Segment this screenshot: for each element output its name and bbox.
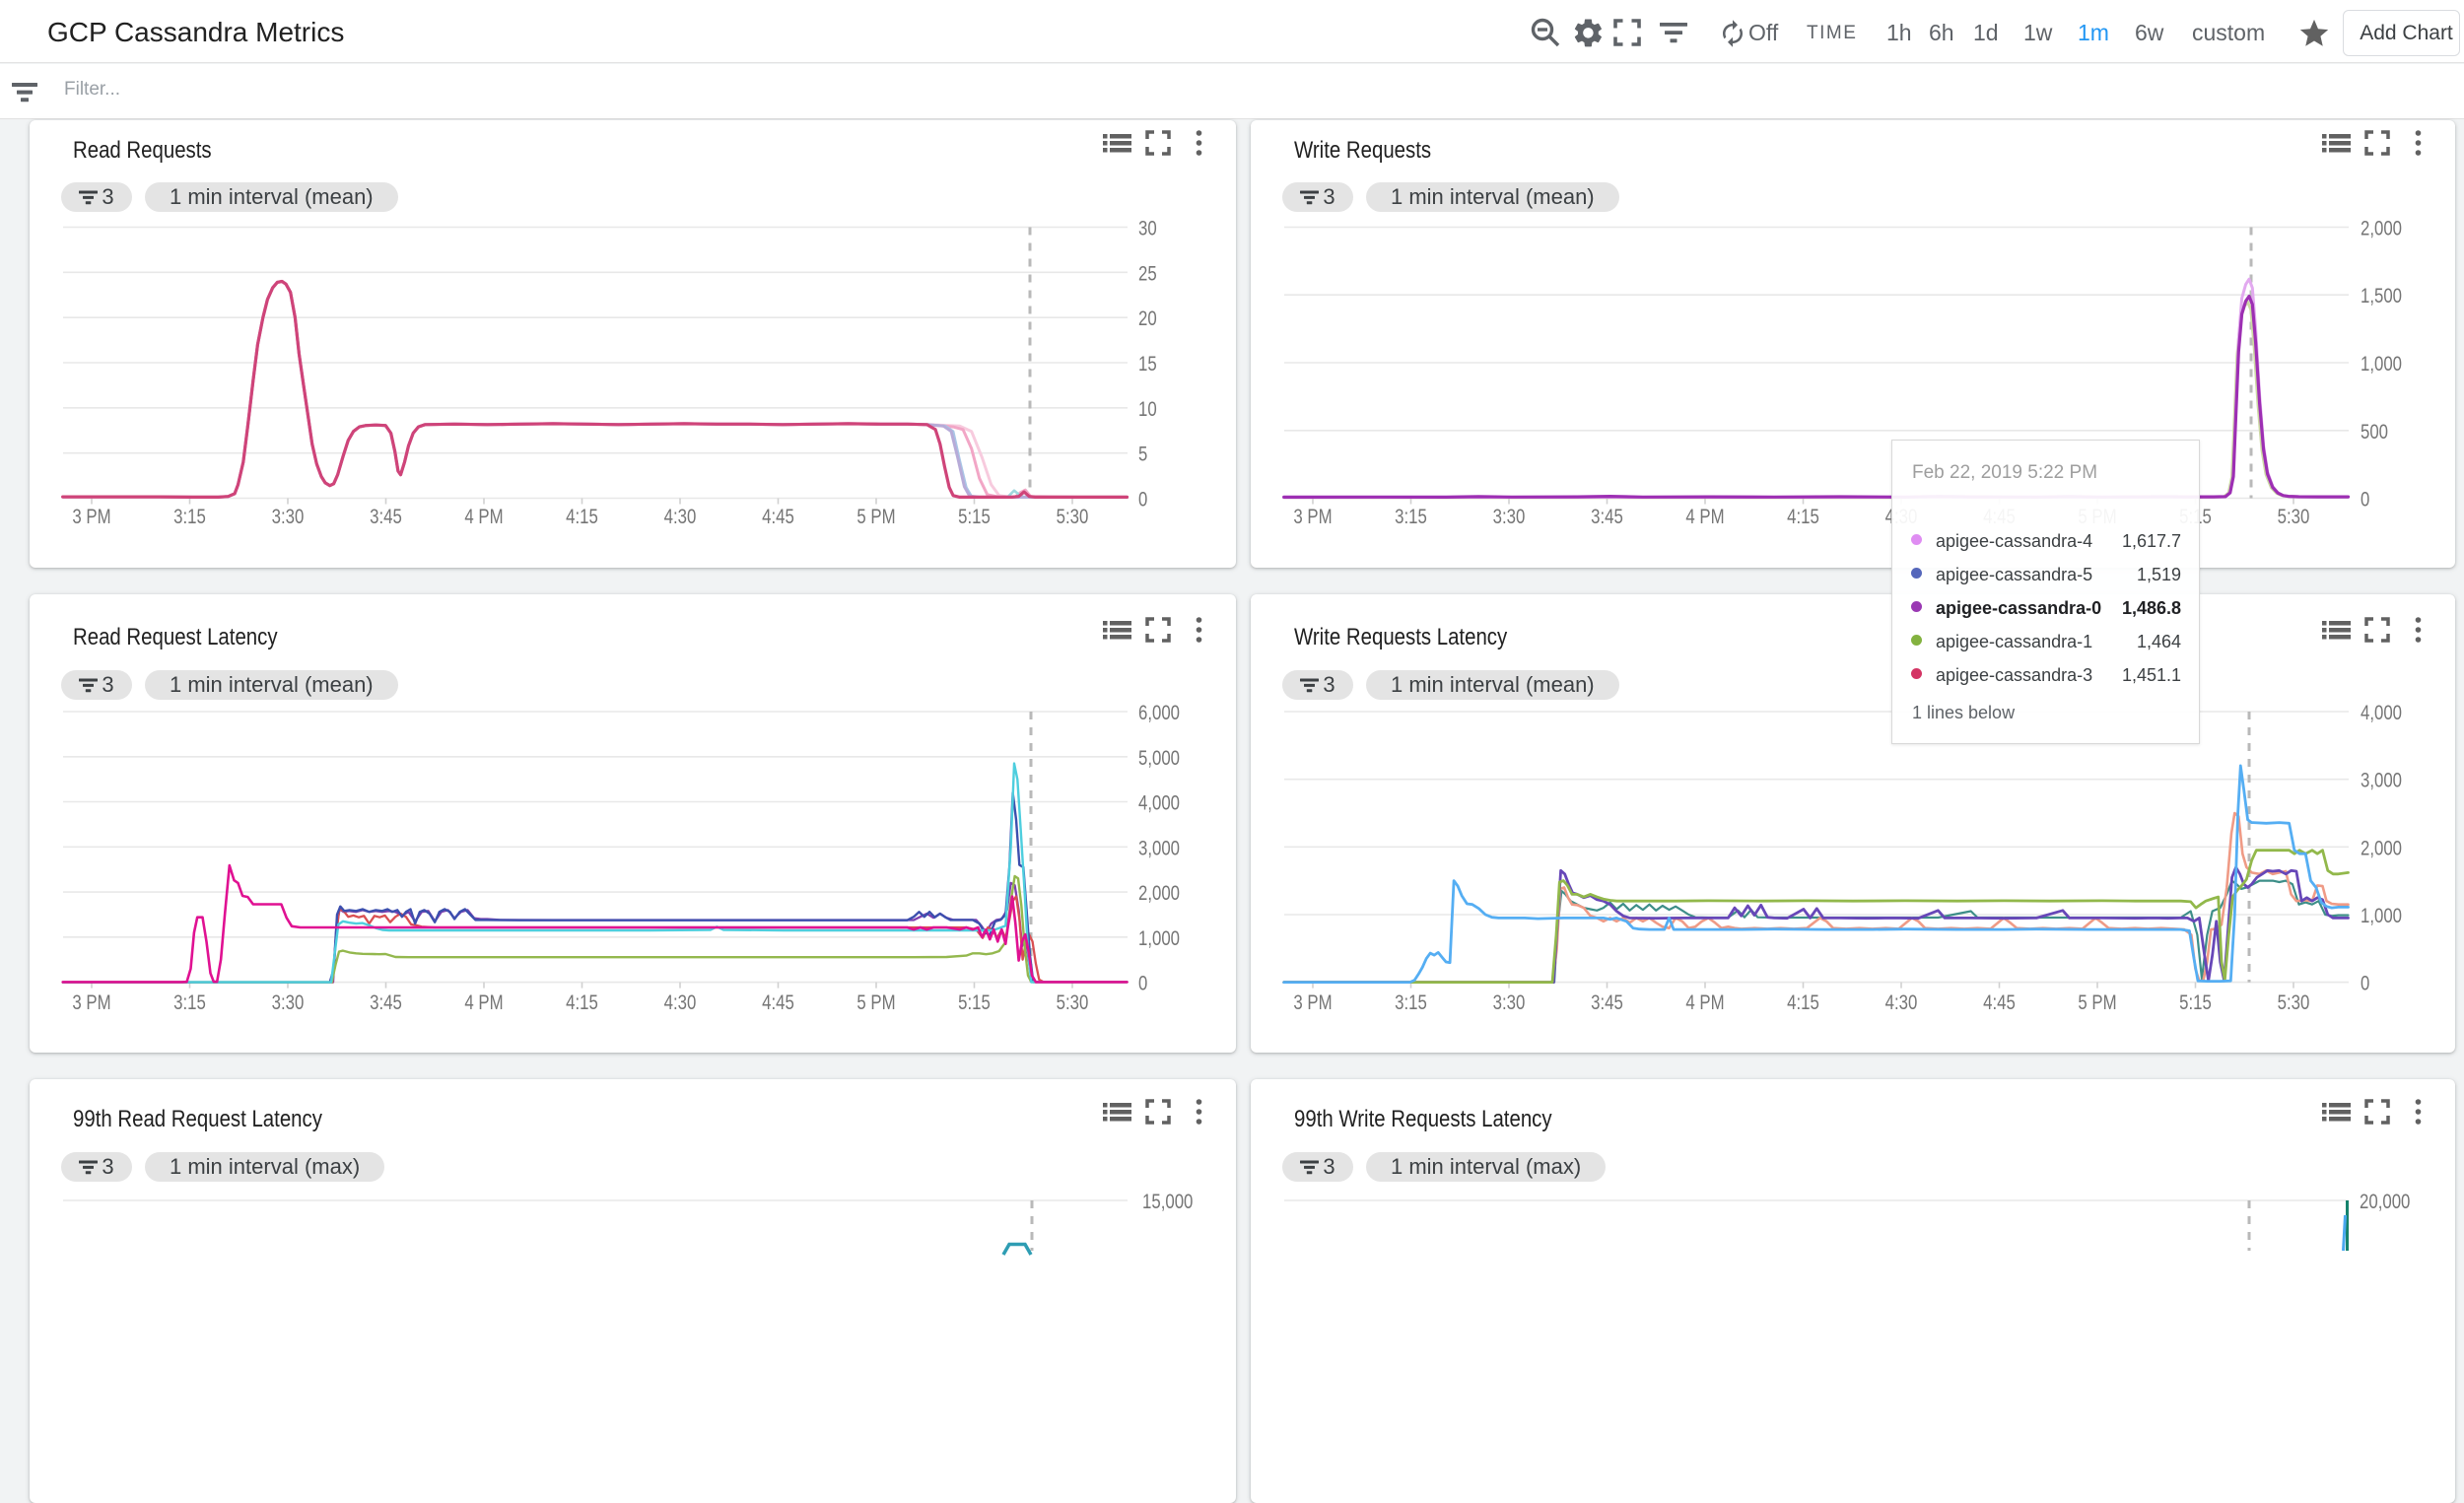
svg-text:3:30: 3:30 — [1493, 506, 1526, 528]
svg-text:15,000: 15,000 — [1142, 1191, 1193, 1213]
svg-text:4:30: 4:30 — [1885, 991, 1918, 1014]
svg-text:3 PM: 3 PM — [1293, 991, 1332, 1014]
svg-text:4 PM: 4 PM — [1685, 506, 1724, 528]
svg-text:6,000: 6,000 — [1138, 702, 1180, 724]
svg-text:4 PM: 4 PM — [1685, 991, 1724, 1014]
svg-text:4:15: 4:15 — [566, 991, 598, 1014]
svg-text:0: 0 — [2361, 973, 2369, 995]
svg-text:5:30: 5:30 — [1057, 991, 1089, 1014]
svg-text:5 PM: 5 PM — [856, 506, 895, 528]
svg-text:0: 0 — [1138, 973, 1147, 995]
svg-text:25: 25 — [1138, 262, 1157, 285]
svg-text:3:15: 3:15 — [173, 506, 206, 528]
svg-text:2,000: 2,000 — [2361, 218, 2402, 240]
svg-text:4:15: 4:15 — [566, 506, 598, 528]
svg-text:4:45: 4:45 — [762, 506, 794, 528]
svg-text:5: 5 — [1138, 444, 1147, 466]
svg-text:20,000: 20,000 — [2360, 1191, 2410, 1213]
svg-text:1,000: 1,000 — [2361, 905, 2402, 927]
svg-text:4:30: 4:30 — [664, 506, 697, 528]
svg-text:5:15: 5:15 — [2179, 991, 2212, 1014]
svg-text:15: 15 — [1138, 353, 1157, 376]
svg-text:3:15: 3:15 — [1395, 506, 1427, 528]
svg-text:5 PM: 5 PM — [856, 991, 895, 1014]
svg-text:3,000: 3,000 — [2361, 770, 2402, 792]
svg-text:3:30: 3:30 — [272, 506, 305, 528]
svg-text:4 PM: 4 PM — [464, 991, 503, 1014]
svg-text:5:15: 5:15 — [958, 506, 991, 528]
svg-text:5:30: 5:30 — [2278, 991, 2310, 1014]
svg-text:20: 20 — [1138, 307, 1157, 330]
svg-text:4:15: 4:15 — [1787, 991, 1819, 1014]
svg-text:3 PM: 3 PM — [1293, 506, 1332, 528]
svg-text:500: 500 — [2361, 421, 2388, 444]
svg-text:4,000: 4,000 — [1138, 792, 1180, 815]
svg-text:3:15: 3:15 — [173, 991, 206, 1014]
svg-text:5:15: 5:15 — [958, 991, 991, 1014]
svg-text:3:30: 3:30 — [272, 991, 305, 1014]
svg-text:4:45: 4:45 — [1983, 991, 2016, 1014]
svg-text:4,000: 4,000 — [2361, 702, 2402, 724]
svg-text:3:45: 3:45 — [370, 506, 402, 528]
svg-text:2,000: 2,000 — [2361, 837, 2402, 859]
svg-text:3 PM: 3 PM — [72, 506, 110, 528]
svg-text:3:45: 3:45 — [370, 991, 402, 1014]
svg-text:2,000: 2,000 — [1138, 882, 1180, 905]
svg-text:30: 30 — [1138, 218, 1157, 240]
svg-text:4:45: 4:45 — [762, 991, 794, 1014]
svg-text:0: 0 — [2361, 489, 2369, 512]
svg-text:1,000: 1,000 — [1138, 927, 1180, 950]
svg-text:3:15: 3:15 — [1395, 991, 1427, 1014]
svg-text:3 PM: 3 PM — [72, 991, 110, 1014]
svg-text:4 PM: 4 PM — [464, 506, 503, 528]
svg-text:1,000: 1,000 — [2361, 353, 2402, 376]
svg-text:3:30: 3:30 — [1493, 991, 1526, 1014]
svg-text:1,500: 1,500 — [2361, 285, 2402, 307]
svg-text:10: 10 — [1138, 398, 1157, 421]
svg-text:4:30: 4:30 — [664, 991, 697, 1014]
svg-text:5:30: 5:30 — [2278, 506, 2310, 528]
svg-text:3:45: 3:45 — [1591, 506, 1623, 528]
svg-text:5,000: 5,000 — [1138, 747, 1180, 770]
svg-text:5 PM: 5 PM — [2078, 991, 2116, 1014]
svg-text:3,000: 3,000 — [1138, 837, 1180, 859]
svg-text:3:45: 3:45 — [1591, 991, 1623, 1014]
svg-text:4:15: 4:15 — [1787, 506, 1819, 528]
svg-text:0: 0 — [1138, 489, 1147, 512]
svg-text:5:30: 5:30 — [1057, 506, 1089, 528]
